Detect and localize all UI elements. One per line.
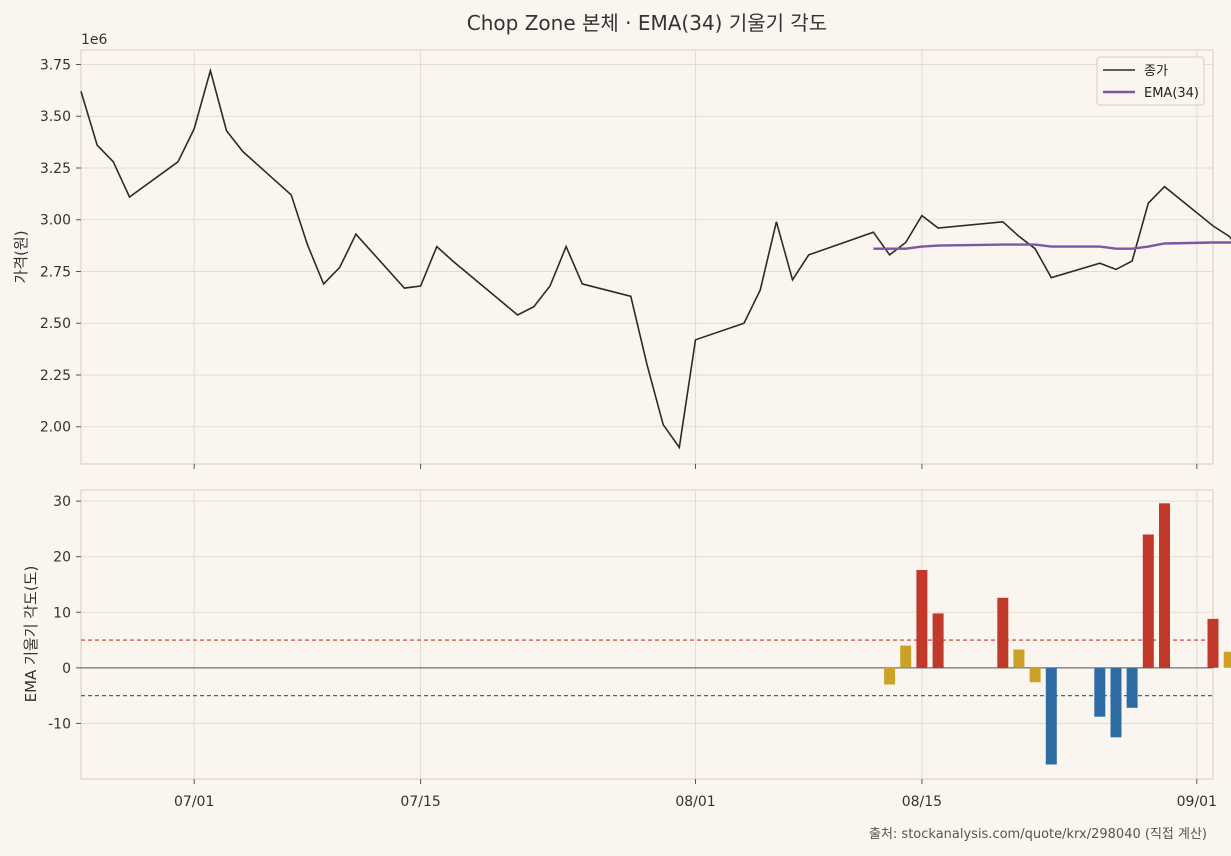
angle-bar — [1126, 667, 1138, 708]
angle-y-ticks: -10 0 10 20 30 — [48, 494, 81, 732]
price-panel: 2.00 2.25 2.50 2.75 3.00 3.25 3.50 3.75 1e6 가격(… — [12, 32, 1231, 469]
price-y-tick-label: 3.25 — [40, 161, 71, 177]
close-price-line — [80, 67, 1231, 450]
price-y-tick-label: 2.25 — [40, 368, 71, 384]
price-y-tick-label: 3.00 — [40, 213, 71, 229]
angle-y-tick-label: 20 — [53, 550, 71, 566]
angle-y-tick-label: 0 — [62, 661, 71, 677]
angle-x-tick-label: 08/15 — [902, 794, 942, 810]
angle-x-tick-label: 07/15 — [400, 794, 440, 810]
price-y-tick-label: 2.75 — [40, 264, 71, 280]
angle-bar — [1159, 503, 1170, 668]
angle-bar — [900, 645, 912, 668]
angle-x-ticks: 07/01 07/15 08/01 08/15 09/01 — [174, 779, 1217, 810]
source-note: 출처: stockanalysis.com/quote/krx/298040 (… — [869, 827, 1207, 842]
price-y-ticks: 2.00 2.25 2.50 2.75 3.00 3.25 3.50 3.75 — [40, 57, 81, 436]
price-y-axis-label: 가격(원) — [12, 230, 30, 283]
angle-x-tick-label: 07/01 — [174, 794, 214, 810]
angle-y-tick-label: -10 — [48, 716, 71, 732]
ema-line — [873, 241, 1231, 250]
price-y-tick-label: 3.50 — [40, 109, 71, 125]
legend: 종가 EMA(34) — [1096, 56, 1205, 106]
chart-title: Chop Zone 본체 · EMA(34) 기울기 각도 — [467, 11, 827, 35]
angle-bar — [1110, 667, 1122, 738]
angle-bar — [916, 570, 928, 668]
angle-bar — [1045, 667, 1057, 765]
price-y-tick-label: 3.75 — [40, 57, 71, 73]
angle-bar — [932, 613, 944, 668]
angle-x-tick-label: 09/01 — [1177, 794, 1217, 810]
angle-bars — [884, 503, 1231, 765]
angle-bar — [1029, 667, 1041, 683]
angle-bar — [1207, 618, 1219, 668]
angle-bar — [1013, 649, 1025, 668]
angle-reference-lines — [81, 639, 1213, 697]
angle-y-tick-label: 10 — [53, 605, 71, 621]
legend-ema-label: EMA(34) — [1144, 86, 1199, 101]
angle-bar — [1094, 667, 1106, 717]
angle-x-tick-label: 08/01 — [675, 794, 715, 810]
angle-bar — [1223, 651, 1231, 668]
price-x-ticks — [193, 464, 1198, 469]
angle-y-axis-label: EMA 기울기 각도(도) — [22, 566, 40, 703]
price-panel-frame — [80, 49, 1214, 465]
price-y-tick-label: 2.00 — [40, 420, 71, 436]
angle-bar — [997, 597, 1009, 668]
legend-close-label: 종가 — [1144, 64, 1168, 79]
price-grid — [81, 50, 1213, 464]
angle-bar — [884, 667, 896, 685]
angle-bar — [1142, 534, 1154, 668]
price-y-tick-label: 2.50 — [40, 316, 71, 332]
angle-y-tick-label: 30 — [53, 494, 71, 510]
angle-panel: -10 0 10 20 30 07/01 07/15 08/01 08/15 09/01 EMA… — [22, 489, 1231, 810]
price-y-offset-label: 1e6 — [81, 32, 108, 48]
